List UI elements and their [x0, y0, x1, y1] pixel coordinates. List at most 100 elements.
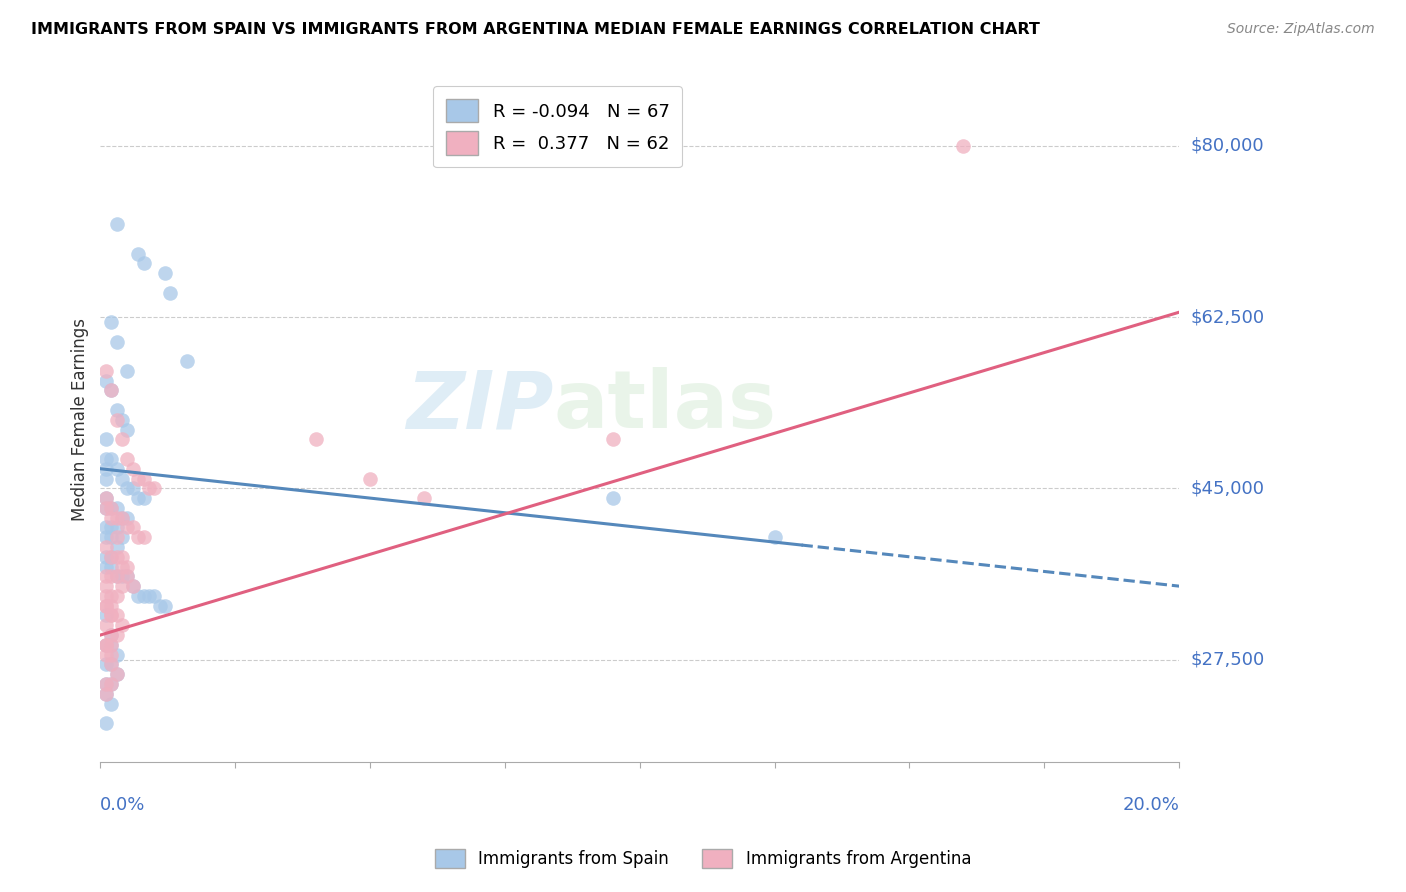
Point	[100, 677, 122, 691]
Point	[359, 471, 381, 485]
Point	[159, 285, 181, 300]
Point	[94, 599, 117, 613]
Point	[94, 648, 117, 662]
Point	[94, 638, 117, 652]
Point	[94, 687, 117, 701]
Text: $62,500: $62,500	[1191, 308, 1264, 326]
Point	[602, 491, 624, 505]
Point	[105, 628, 128, 642]
Point	[100, 677, 122, 691]
Text: $80,000: $80,000	[1191, 136, 1264, 155]
Point	[132, 256, 155, 270]
Point	[94, 589, 117, 603]
Text: $45,000: $45,000	[1191, 479, 1264, 498]
Point	[100, 549, 122, 564]
Text: ZIP: ZIP	[406, 368, 554, 445]
Point	[117, 452, 139, 467]
Point	[111, 471, 134, 485]
Point	[153, 599, 176, 613]
Point	[121, 520, 143, 534]
Point	[143, 481, 166, 495]
Point	[100, 530, 122, 544]
Legend: R = -0.094   N = 67, R =  0.377   N = 62: R = -0.094 N = 67, R = 0.377 N = 62	[433, 87, 682, 167]
Point	[100, 599, 122, 613]
Point	[100, 549, 122, 564]
Text: atlas: atlas	[554, 368, 776, 445]
Point	[94, 374, 117, 388]
Point	[111, 549, 134, 564]
Point	[117, 423, 139, 437]
Point	[94, 433, 117, 447]
Point	[100, 589, 122, 603]
Point	[100, 608, 122, 623]
Point	[121, 481, 143, 495]
Point	[132, 530, 155, 544]
Point	[602, 433, 624, 447]
Point	[94, 540, 117, 554]
Point	[100, 500, 122, 515]
Point	[149, 599, 172, 613]
Point	[94, 638, 117, 652]
Point	[105, 510, 128, 524]
Text: 20.0%: 20.0%	[1122, 797, 1180, 814]
Point	[111, 413, 134, 427]
Point	[117, 569, 139, 583]
Point	[111, 559, 134, 574]
Point	[117, 569, 139, 583]
Point	[127, 471, 149, 485]
Point	[105, 648, 128, 662]
Point	[153, 266, 176, 280]
Point	[111, 618, 134, 632]
Legend: Immigrants from Spain, Immigrants from Argentina: Immigrants from Spain, Immigrants from A…	[429, 842, 977, 875]
Point	[132, 471, 155, 485]
Point	[100, 608, 122, 623]
Point	[117, 520, 139, 534]
Point	[105, 413, 128, 427]
Point	[100, 520, 122, 534]
Point	[100, 452, 122, 467]
Point	[105, 403, 128, 417]
Point	[127, 530, 149, 544]
Point	[94, 599, 117, 613]
Point	[100, 638, 122, 652]
Point	[100, 628, 122, 642]
Point	[105, 461, 128, 475]
Point	[94, 677, 117, 691]
Point	[105, 540, 128, 554]
Point	[111, 510, 134, 524]
Text: $27,500: $27,500	[1191, 650, 1264, 668]
Point	[111, 569, 134, 583]
Point	[94, 491, 117, 505]
Point	[94, 549, 117, 564]
Point	[105, 334, 128, 349]
Point	[117, 364, 139, 378]
Point	[100, 657, 122, 672]
Point	[94, 491, 117, 505]
Point	[121, 461, 143, 475]
Point	[94, 657, 117, 672]
Point	[763, 530, 786, 544]
Point	[117, 481, 139, 495]
Point	[94, 520, 117, 534]
Point	[105, 549, 128, 564]
Point	[105, 667, 128, 681]
Point	[94, 500, 117, 515]
Point	[100, 315, 122, 329]
Point	[100, 510, 122, 524]
Point	[111, 510, 134, 524]
Point	[111, 433, 134, 447]
Point	[100, 648, 122, 662]
Point	[100, 657, 122, 672]
Point	[111, 579, 134, 593]
Point	[105, 608, 128, 623]
Y-axis label: Median Female Earnings: Median Female Earnings	[72, 318, 89, 521]
Point	[305, 433, 328, 447]
Text: Source: ZipAtlas.com: Source: ZipAtlas.com	[1227, 22, 1375, 37]
Point	[100, 638, 122, 652]
Point	[952, 139, 974, 153]
Point	[94, 638, 117, 652]
Point	[413, 491, 436, 505]
Point	[94, 569, 117, 583]
Point	[94, 608, 117, 623]
Point	[132, 491, 155, 505]
